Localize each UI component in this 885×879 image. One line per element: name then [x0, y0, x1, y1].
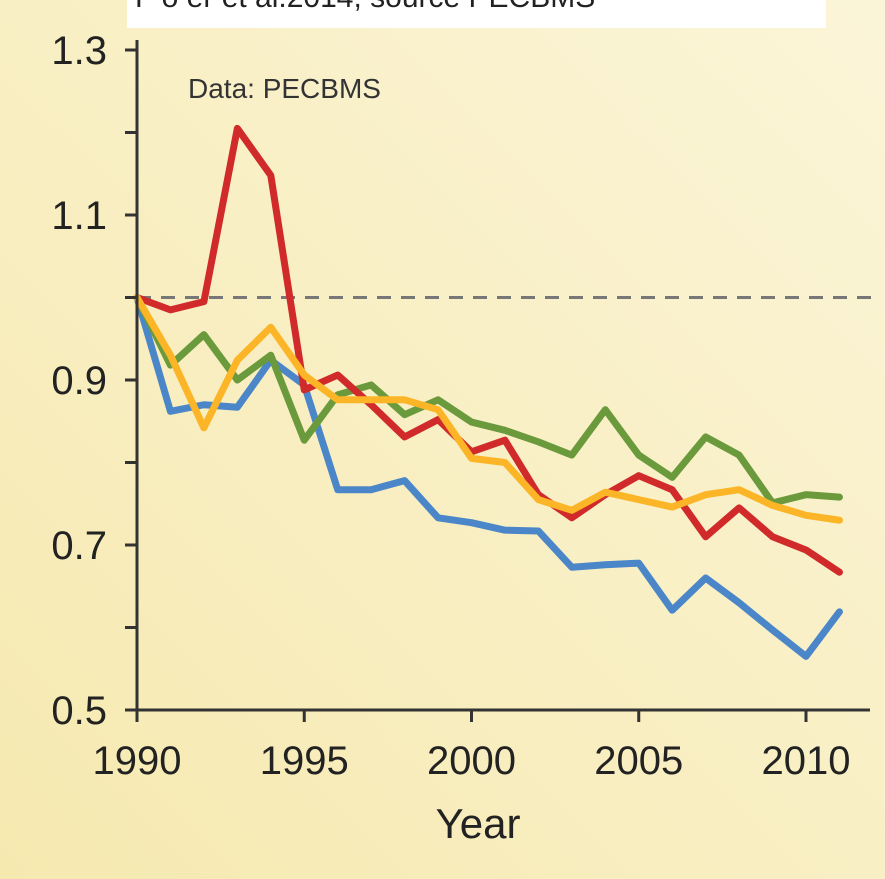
data-line [133, 294, 843, 660]
x-tick-label: 2005 [594, 739, 683, 783]
x-tick-label: 1995 [260, 739, 349, 783]
data-line [133, 124, 843, 576]
y-tick-label: 0.5 [51, 689, 107, 733]
x-tick-label: 1990 [93, 739, 182, 783]
x-tick-label: 2000 [427, 739, 516, 783]
source-box [127, 0, 826, 28]
y-tick-label: 0.9 [51, 359, 107, 403]
y-tick-label: 0.7 [51, 524, 107, 568]
annotation: Data: PECBMS [188, 73, 381, 104]
data-line [133, 294, 843, 507]
data-line [133, 294, 843, 524]
source-note: F o er et al.2014, source PECBMS [135, 0, 595, 14]
x-axis-label: Year [436, 800, 521, 847]
y-tick-label: 1.1 [51, 194, 107, 238]
y-tick-label: 1.3 [51, 29, 107, 73]
x-tick-label: 2010 [762, 739, 851, 783]
